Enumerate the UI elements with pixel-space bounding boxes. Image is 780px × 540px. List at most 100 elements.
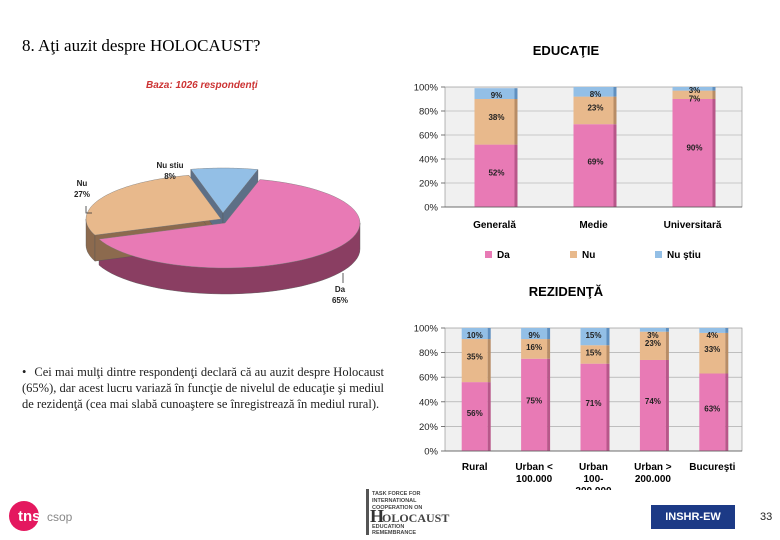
bar-side-nu-2 (606, 345, 610, 364)
bar-side-nu-1 (547, 339, 551, 359)
pie-value-da: 65% (332, 296, 348, 305)
bar-label-nu-tiu-1: 8% (590, 90, 602, 99)
bar-label-nu-3: 23% (645, 339, 661, 348)
bar-side-nu-3 (665, 331, 669, 360)
bar-side-da-2 (712, 99, 716, 207)
bar-da-1 (521, 358, 548, 451)
chart-title: REZIDENŢĂ (529, 284, 604, 299)
bar-nu-2 (580, 345, 607, 364)
bar-nu-tiu-0 (474, 88, 515, 99)
bar-label-nu-tiu-0: 10% (467, 331, 483, 340)
bar-side-nu-tiu-1 (613, 87, 617, 97)
bar-label-da-0: 56% (467, 409, 483, 418)
y-tick-label: 0% (424, 203, 438, 214)
summary-note: • Cei mai mulţi dintre respondenţi declar… (22, 364, 384, 412)
y-tick-label: 100% (414, 324, 439, 335)
taskforce-line-5: REMEMBRANCE (372, 530, 416, 535)
bar-label-da-0: 52% (488, 169, 504, 178)
bar-label-nu-tiu-1: 9% (528, 331, 540, 340)
bar-side-nu-0 (487, 339, 491, 383)
category-label-2-1: 100- (583, 474, 603, 485)
pie-leader-nu (85, 206, 92, 214)
bar-nu-tiu-0 (461, 328, 488, 340)
bar-label-nu-tiu-2: 15% (585, 331, 601, 340)
taskforce-initial: H (370, 506, 384, 526)
chart-title: EDUCAŢIE (533, 43, 600, 58)
y-tick-label: 80% (419, 107, 439, 118)
bar-nu-1 (573, 96, 614, 125)
bar-label-nu-1: 16% (526, 343, 542, 352)
category-label-4-0: Bucureşti (689, 462, 735, 473)
bar-nu-0 (474, 99, 515, 145)
bar-da-2 (580, 363, 607, 451)
legend-label-nu: Nu (582, 250, 595, 261)
bar-side-da-2 (606, 363, 610, 451)
bar-side-nu-tiu-2 (712, 87, 716, 91)
note-text: Cei mai mulţi dintre respondenţi declară… (22, 365, 384, 411)
taskforce-line-3: OLOCAUST (382, 511, 449, 525)
y-tick-label: 20% (419, 422, 439, 433)
bar-da-3 (639, 359, 666, 451)
bar-nu-tiu-1 (521, 328, 548, 340)
tns-csop-logo: tns csop (9, 501, 73, 531)
pie-slice-nu (85, 175, 222, 236)
task-force-logo: H TASK FORCE FORINTERNATIONALCOOPERATION… (366, 489, 449, 535)
bar-side-da-3 (665, 359, 669, 451)
category-label-3-0: Urban > (634, 462, 672, 473)
taskforce-line-4: EDUCATION (372, 524, 404, 530)
bar-side-nu-tiu-0 (514, 88, 518, 99)
note-bullet: • (22, 365, 27, 379)
legend-swatch-nu (570, 251, 577, 258)
bar-side-nu-tiu-4 (725, 328, 729, 333)
bar-label-da-2: 71% (585, 399, 601, 408)
bar-side-nu-1 (613, 96, 617, 125)
bar-label-nu-tiu-2: 3% (689, 86, 701, 95)
bar-side-nu-tiu-1 (547, 328, 551, 340)
bar-nu-1 (521, 339, 548, 359)
pie-label-nu-stiu: Nu stiu (156, 161, 183, 170)
bar-nu-3 (639, 331, 666, 360)
y-tick-label: 80% (419, 348, 439, 359)
bar-label-nu-0: 38% (488, 113, 504, 122)
base-label: Baza: 1026 respondenţi (146, 80, 258, 91)
footer-label: INSHR-EW (651, 505, 735, 529)
bar-label-nu-tiu-4: 4% (707, 331, 719, 340)
y-tick-label: 40% (419, 397, 439, 408)
bar-da-4 (699, 373, 726, 451)
bar-side-nu-4 (725, 332, 729, 374)
bar-label-da-1: 69% (587, 157, 603, 166)
bar-nu-tiu-2 (672, 87, 713, 91)
taskforce-line-1: INTERNATIONAL (372, 498, 417, 504)
taskforce-line-0: TASK FORCE FOR (372, 491, 421, 497)
bar-nu-2 (672, 90, 713, 99)
category-label-2-0: Urban (579, 462, 608, 473)
category-label-3-1: 200.000 (635, 474, 672, 485)
bar-side-da-0 (514, 144, 518, 207)
bar-side-nu-tiu-3 (665, 328, 669, 332)
bar-nu-tiu-3 (639, 328, 666, 332)
y-tick-label: 40% (419, 155, 439, 166)
logo-text-light: csop (47, 510, 73, 524)
bar-label-nu-4: 33% (704, 345, 720, 354)
bar-side-nu-tiu-0 (487, 328, 491, 340)
bar-nu-0 (461, 339, 488, 383)
pie-slice-nu-stiu (190, 167, 259, 214)
bar-label-nu-tiu-3: 3% (647, 331, 659, 340)
bar-side-da-1 (613, 124, 617, 207)
category-label-0-0: Generală (473, 220, 516, 231)
y-tick-label: 0% (424, 447, 438, 458)
category-label-1-0: Urban < (515, 462, 553, 473)
pie-label-da: Da (335, 285, 346, 294)
category-label-0-0: Rural (462, 462, 488, 473)
category-label-2-0: Universitară (664, 220, 722, 231)
category-label-1-0: Medie (579, 220, 608, 231)
page-number: 33 (760, 511, 773, 523)
bar-label-nu-1: 23% (587, 104, 603, 113)
legend-swatch-da (485, 251, 492, 258)
bar-da-0 (461, 382, 488, 451)
bar-side-da-4 (725, 373, 729, 451)
category-label-1-1: 100.000 (516, 474, 553, 485)
bar-nu-tiu-4 (699, 328, 726, 333)
page-title: 8. Aţi auzit despre HOLOCAUST? (22, 36, 261, 55)
pie-slice-da (98, 179, 361, 269)
